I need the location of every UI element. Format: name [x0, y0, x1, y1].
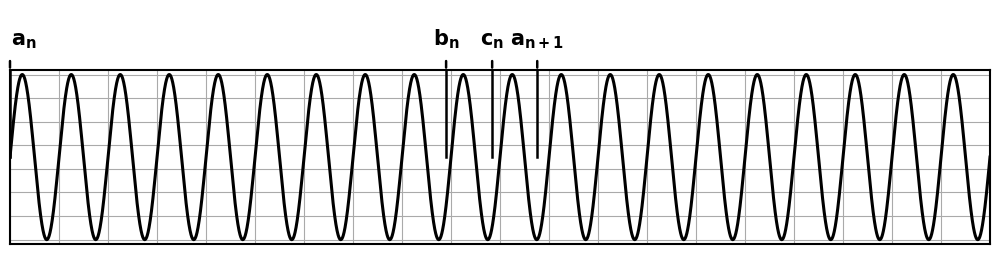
- Text: $\mathbf{a_{n+1}}$: $\mathbf{a_{n+1}}$: [510, 30, 564, 50]
- Text: $\mathbf{b_n}$: $\mathbf{b_n}$: [433, 27, 459, 50]
- Text: $\mathbf{a_n}$: $\mathbf{a_n}$: [11, 30, 37, 50]
- Text: $\mathbf{c_n}$: $\mathbf{c_n}$: [480, 30, 504, 50]
